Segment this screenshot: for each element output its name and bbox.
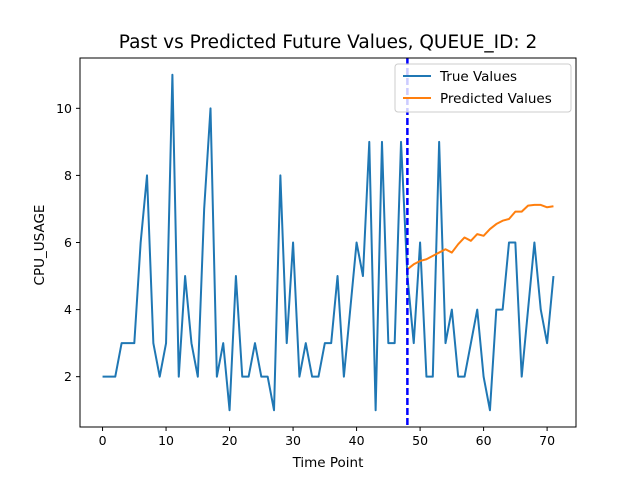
chart-title: Past vs Predicted Future Values, QUEUE_I… [119,32,537,53]
y-axis-label: CPU_USAGE [32,205,48,286]
x-tick-label: 20 [222,433,238,448]
legend-label-0: True Values [439,69,517,85]
series-line-0 [102,73,555,412]
legend-label-1: Predicted Values [440,91,552,107]
x-axis-label: Time Point [292,455,364,471]
x-tick-label: 70 [539,433,555,448]
y-tick-label: 4 [64,302,72,317]
y-tick-label: 2 [64,369,72,384]
x-tick-label: 30 [285,433,301,448]
legend-box [394,63,572,113]
x-tick-label: 40 [349,433,365,448]
y-tick-label: 10 [56,101,72,116]
series-line-1 [406,203,554,271]
y-tick-label: 8 [64,168,72,183]
x-tick-label: 50 [412,433,428,448]
x-tick-label: 0 [99,433,107,448]
legend: True Values Predicted Values [394,63,572,113]
x-tick-label: 10 [158,433,174,448]
y-tick-label: 6 [64,235,72,250]
x-tick-label: 60 [476,433,492,448]
plot-area: 0 10 20 30 40 50 60 70 2 4 6 8 10 [56,57,577,448]
